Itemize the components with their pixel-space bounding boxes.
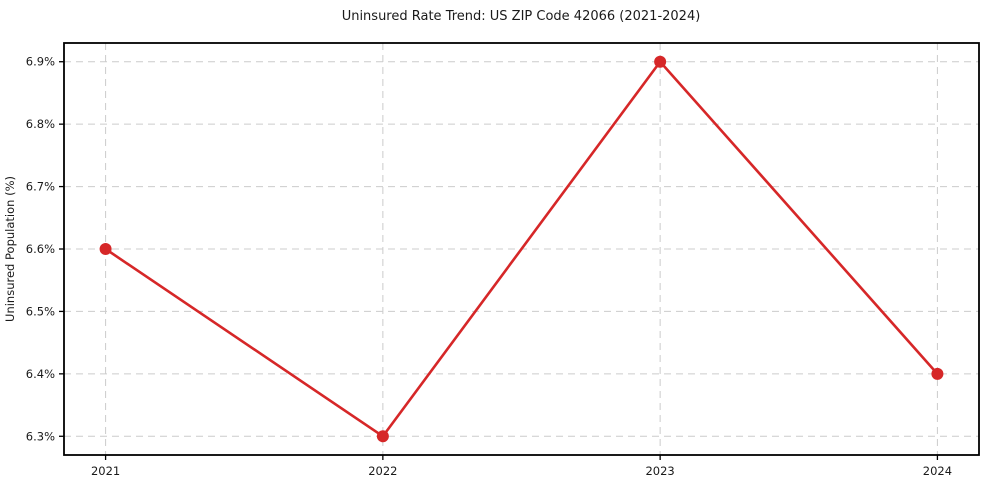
data-point [931, 367, 944, 380]
data-point [376, 430, 389, 443]
tick-layer [59, 61, 939, 460]
tick-label-layer: 6.3% 6.4% 6.5% 6.6% 6.7% 6.8% 6.9% 2021 2022 2023… [26, 55, 952, 478]
y-axis-label: Uninsured Population (%) [3, 176, 17, 322]
y-tick-label: 6.8% [26, 117, 55, 131]
x-tick-label: 2023 [645, 464, 674, 478]
chart-title: Uninsured Rate Trend: US ZIP Code 42066 … [342, 9, 701, 24]
y-tick-label: 6.4% [26, 367, 55, 381]
y-tick-label: 6.5% [26, 304, 55, 318]
y-tick-label: 6.7% [26, 180, 55, 194]
series-line [104, 60, 939, 438]
x-tick-label: 2022 [368, 464, 397, 478]
x-tick-label: 2021 [91, 464, 120, 478]
plot-border [63, 42, 980, 456]
y-tick-label: 6.9% [26, 55, 55, 69]
data-point [99, 243, 112, 255]
data-point [654, 55, 667, 68]
y-tick-label: 6.3% [26, 429, 55, 443]
series-layer [99, 55, 944, 443]
y-tick-label: 6.6% [26, 242, 55, 256]
x-tick-label: 2024 [923, 464, 952, 478]
